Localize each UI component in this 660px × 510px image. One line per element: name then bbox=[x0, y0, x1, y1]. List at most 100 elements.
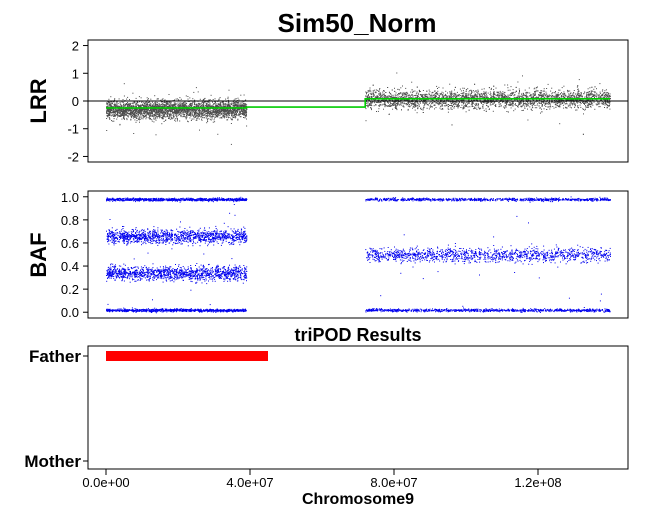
lrr-point bbox=[185, 118, 187, 120]
lrr-point bbox=[179, 97, 181, 99]
lrr-point bbox=[233, 116, 235, 118]
lrr-point bbox=[111, 105, 113, 107]
lrr-point bbox=[155, 102, 157, 104]
lrr-point bbox=[229, 112, 231, 114]
lrr-point bbox=[177, 118, 178, 120]
lrr-point bbox=[176, 109, 178, 111]
lrr-point bbox=[241, 113, 243, 115]
lrr-point bbox=[145, 101, 147, 103]
lrr-point bbox=[234, 117, 236, 119]
lrr-point bbox=[212, 121, 214, 123]
lrr-point bbox=[571, 102, 573, 104]
lrr-point bbox=[108, 103, 110, 105]
lrr-point bbox=[124, 112, 126, 114]
lrr-point bbox=[190, 105, 192, 107]
lrr-point bbox=[113, 120, 115, 122]
lrr-point bbox=[195, 87, 197, 89]
lrr-point bbox=[483, 93, 485, 95]
lrr-point bbox=[123, 118, 125, 120]
lrr-point bbox=[539, 95, 541, 96]
lrr-point bbox=[243, 103, 245, 105]
lrr-point bbox=[576, 94, 578, 96]
lrr-point bbox=[439, 107, 441, 109]
lrr-point bbox=[243, 109, 245, 111]
lrr-point bbox=[231, 104, 233, 105]
lrr-point bbox=[227, 116, 229, 118]
lrr-point bbox=[486, 103, 487, 105]
lrr-point bbox=[131, 106, 133, 108]
lrr-point bbox=[112, 120, 114, 122]
lrr-point bbox=[123, 111, 124, 113]
lrr-point bbox=[208, 113, 210, 114]
lrr-point bbox=[169, 114, 171, 116]
lrr-point bbox=[134, 101, 136, 103]
lrr-point bbox=[222, 102, 224, 104]
lrr-point bbox=[389, 96, 391, 97]
lrr-point bbox=[227, 102, 229, 104]
lrr-point bbox=[168, 114, 170, 115]
lrr-point bbox=[459, 99, 461, 101]
lrr-point bbox=[531, 102, 533, 104]
lrr-point bbox=[203, 103, 205, 104]
lrr-point bbox=[178, 111, 180, 113]
lrr-point bbox=[144, 112, 146, 114]
lrr-point bbox=[556, 103, 558, 104]
lrr-point bbox=[145, 111, 147, 113]
lrr-point bbox=[175, 118, 176, 120]
lrr-point bbox=[526, 92, 528, 94]
lrr-point bbox=[166, 106, 168, 108]
lrr-point bbox=[156, 112, 158, 114]
lrr-point bbox=[509, 94, 511, 96]
lrr-point bbox=[510, 104, 512, 106]
lrr-point bbox=[201, 114, 203, 116]
lrr-point bbox=[222, 112, 224, 114]
lrr-point bbox=[573, 96, 575, 98]
lrr-point bbox=[589, 101, 591, 103]
lrr-point bbox=[211, 116, 213, 118]
lrr-point bbox=[235, 113, 236, 115]
lrr-point bbox=[138, 118, 140, 120]
lrr-point bbox=[365, 108, 367, 110]
lrr-point bbox=[602, 93, 604, 95]
lrr-point bbox=[113, 99, 115, 101]
lrr-point bbox=[443, 102, 445, 104]
lrr-point bbox=[173, 114, 175, 116]
lrr-point bbox=[184, 109, 186, 111]
lrr-point bbox=[130, 106, 132, 108]
lrr-point bbox=[233, 99, 235, 101]
lrr-point bbox=[186, 114, 188, 116]
lrr-point bbox=[158, 117, 160, 119]
lrr-point bbox=[121, 101, 123, 103]
lrr-point bbox=[448, 105, 449, 107]
lrr-point bbox=[206, 115, 208, 117]
lrr-point bbox=[194, 111, 196, 113]
lrr-point bbox=[106, 106, 108, 108]
lrr-point bbox=[127, 112, 128, 114]
lrr-point bbox=[127, 116, 129, 117]
lrr-point bbox=[123, 114, 125, 116]
lrr-point bbox=[216, 114, 218, 116]
lrr-point bbox=[570, 95, 572, 96]
lrr-point bbox=[173, 102, 175, 104]
lrr-point bbox=[114, 112, 116, 114]
lrr-point bbox=[222, 101, 224, 103]
lrr-point bbox=[123, 110, 125, 112]
lrr-point bbox=[511, 95, 512, 96]
lrr-point bbox=[545, 95, 547, 97]
lrr-point bbox=[524, 103, 526, 104]
lrr-point bbox=[551, 87, 553, 89]
lrr-point bbox=[108, 98, 110, 100]
lrr-point bbox=[172, 105, 174, 107]
lrr-point bbox=[451, 90, 453, 92]
lrr-point bbox=[197, 113, 199, 115]
lrr-point bbox=[233, 108, 235, 110]
lrr-point bbox=[511, 105, 513, 107]
lrr-point bbox=[219, 115, 221, 116]
lrr-point bbox=[123, 113, 125, 115]
lrr-point bbox=[175, 102, 177, 104]
lrr-point bbox=[117, 103, 119, 104]
lrr-point bbox=[604, 104, 606, 106]
lrr-point bbox=[415, 92, 417, 94]
lrr-point bbox=[119, 124, 121, 126]
lrr-point bbox=[553, 102, 555, 104]
